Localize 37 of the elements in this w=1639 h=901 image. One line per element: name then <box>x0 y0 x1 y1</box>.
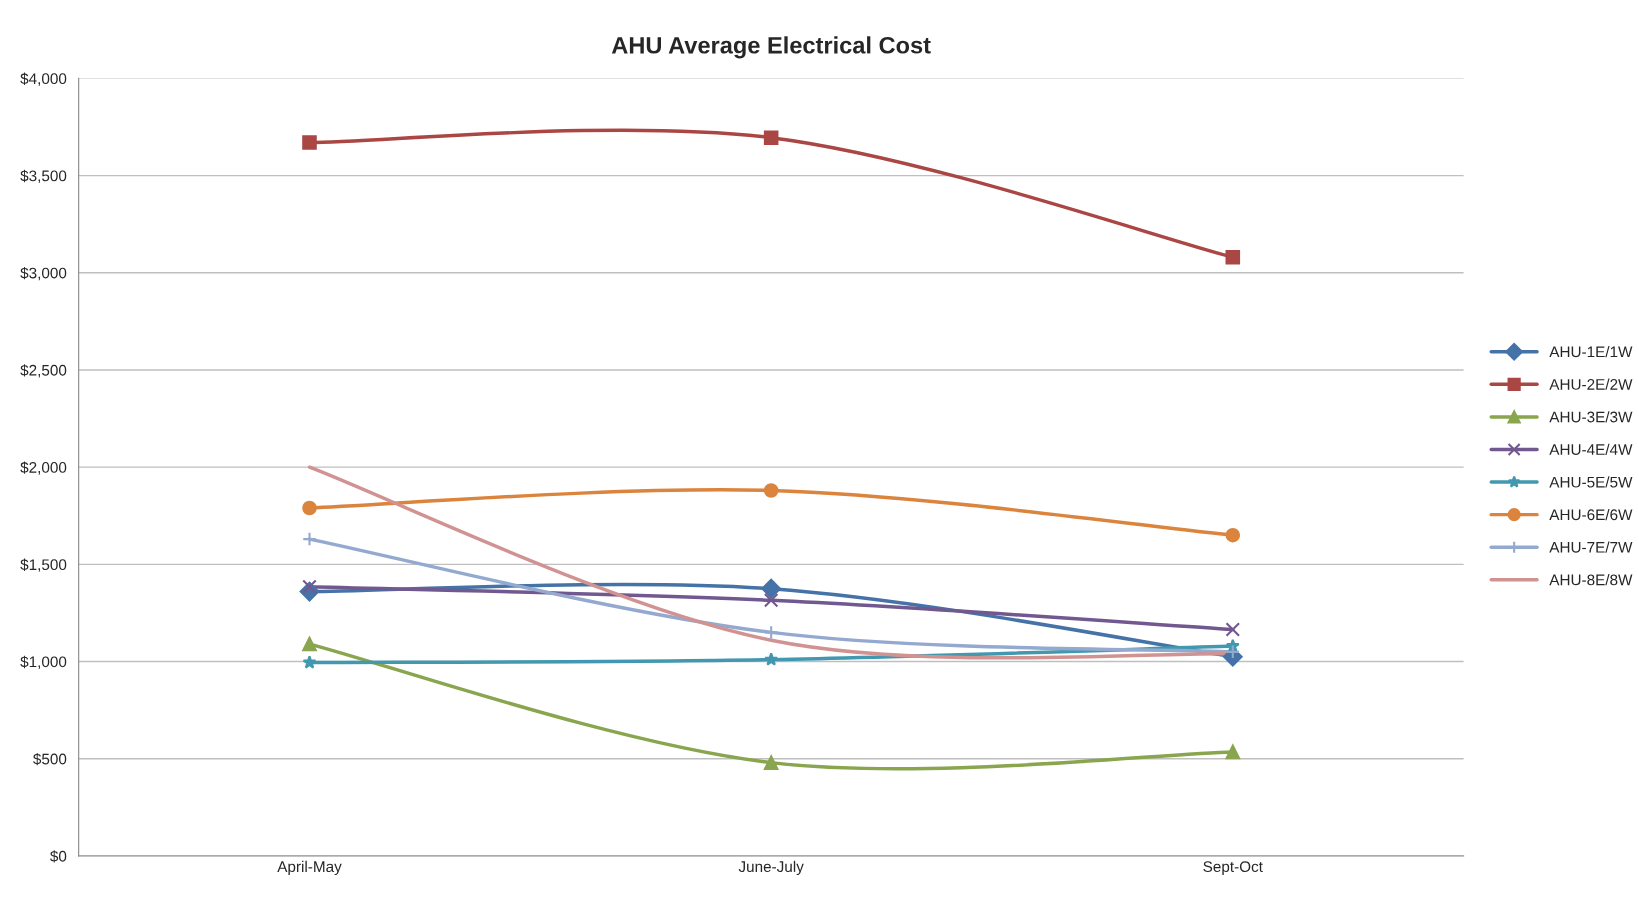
point <box>1225 249 1241 265</box>
point <box>302 500 317 516</box>
point <box>761 578 782 599</box>
point <box>302 135 317 150</box>
legend-label: AHU-3E/3W <box>1549 411 1633 423</box>
legend-label: AHU-8E/8W <box>1549 574 1633 586</box>
y-tick-label: $4,000 <box>20 72 67 86</box>
point <box>763 130 779 145</box>
point <box>302 531 317 547</box>
y-tick-label: $500 <box>33 752 67 766</box>
point <box>764 652 779 666</box>
y-tick-label: $1,000 <box>20 655 67 670</box>
point <box>302 655 317 669</box>
point <box>1225 744 1241 760</box>
legend-label: AHU-5E/5W <box>1549 476 1633 488</box>
x-tick-label: June-July <box>738 860 804 876</box>
point <box>763 625 779 640</box>
legend-label: AHU-1E/1W <box>1549 346 1633 358</box>
point <box>1225 622 1241 637</box>
legend-label: AHU-6E/6W <box>1549 508 1633 521</box>
y-tick-label: $2,500 <box>20 364 67 378</box>
y-tick-label: $3,500 <box>20 169 67 184</box>
y-tick-label: $1,500 <box>20 558 67 572</box>
point <box>763 483 779 498</box>
point <box>302 636 317 652</box>
point <box>1225 527 1241 543</box>
point <box>763 755 779 770</box>
x-tick-label: Sept-Oct <box>1203 861 1263 876</box>
point <box>763 593 779 608</box>
legend-label: AHU-4E/4W <box>1549 443 1633 455</box>
legend-label: AHU-7E/7W <box>1549 541 1633 553</box>
y-tick-label: $0 <box>50 850 67 863</box>
chart-title: AHU Average Electrical Cost <box>611 36 931 59</box>
y-tick-label: $3,000 <box>20 267 67 281</box>
legend-label: AHU-2E/2W <box>1549 378 1633 390</box>
y-tick-label: $2,000 <box>20 461 67 475</box>
x-tick-label: April-May <box>277 860 342 876</box>
